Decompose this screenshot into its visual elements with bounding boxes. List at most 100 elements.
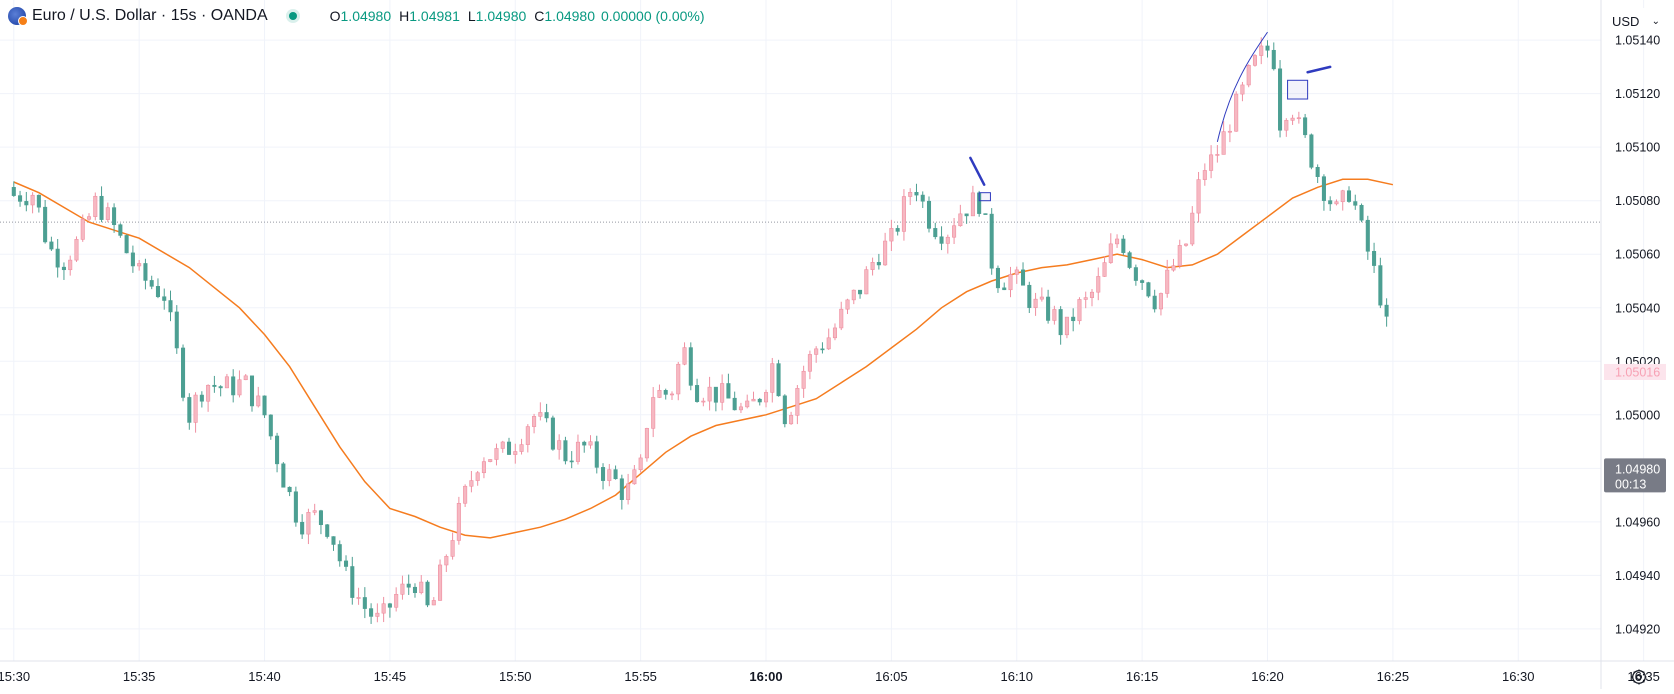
trend-line-drawing[interactable]	[1306, 65, 1332, 74]
low-value: 1.04980	[475, 8, 527, 24]
candle-down	[1265, 40, 1270, 58]
candle-body	[1221, 131, 1226, 155]
candle-body	[851, 289, 856, 301]
candle-body	[845, 299, 850, 310]
candle-down	[613, 465, 618, 480]
candle-body	[268, 414, 273, 437]
market-status-icon[interactable]	[285, 9, 300, 23]
currency-selector[interactable]: USD ⌄	[1606, 8, 1666, 34]
candle-body	[1021, 269, 1026, 286]
candle-body	[36, 194, 41, 208]
candle-body	[318, 510, 323, 526]
gear-icon	[1631, 669, 1647, 685]
trend-line-drawing[interactable]	[969, 156, 986, 186]
candle-body	[1089, 291, 1095, 298]
candle-body	[870, 262, 875, 270]
candle-body	[1259, 45, 1264, 56]
candle-body	[43, 206, 48, 243]
candle-body	[187, 397, 192, 423]
candle-body	[1096, 276, 1101, 293]
candle-body	[1039, 296, 1044, 300]
symbol-title[interactable]: Euro / U.S. Dollar · 15s · OANDA	[32, 7, 268, 24]
candle-up	[1052, 305, 1057, 325]
candle-down	[550, 415, 555, 451]
candle-up	[30, 192, 35, 214]
candle-body	[212, 384, 217, 387]
candle-body	[1083, 297, 1088, 300]
candle-body	[644, 428, 649, 459]
candle-up	[431, 597, 436, 606]
candle-body	[30, 194, 35, 206]
time-tick-label: 16:10	[1000, 669, 1033, 684]
rectangle-drawing[interactable]	[1287, 79, 1309, 100]
candle-down	[601, 463, 606, 490]
candle-up	[676, 361, 681, 401]
candle-up	[1183, 243, 1189, 247]
candle-up	[883, 232, 888, 266]
candle-up	[669, 391, 675, 400]
candle-body	[262, 395, 267, 416]
candle-down	[619, 474, 624, 510]
candle-body	[1183, 243, 1189, 246]
candle-body	[826, 337, 831, 350]
chart-settings-button[interactable]	[1628, 666, 1650, 688]
candle-body	[1146, 282, 1151, 297]
candle-body	[1196, 179, 1201, 214]
candle-up	[657, 384, 662, 399]
brush-drawing[interactable]	[1216, 31, 1268, 142]
candle-down	[369, 603, 374, 624]
candle-up	[1334, 199, 1339, 206]
candle-down	[1384, 298, 1389, 327]
candle-body	[1227, 130, 1232, 133]
candle-up	[86, 213, 92, 221]
candle-body	[776, 363, 781, 397]
candle-up	[901, 189, 906, 241]
candle-up	[525, 424, 530, 453]
candle-down	[36, 194, 41, 213]
candle-body	[883, 240, 888, 266]
candle-up	[1240, 81, 1245, 102]
candle-down	[249, 375, 255, 412]
rectangle-drawing[interactable]	[978, 192, 991, 202]
candle-up	[1102, 256, 1107, 277]
candle-down	[1353, 194, 1358, 210]
candle-body	[243, 375, 248, 381]
moving-average-line	[13, 178, 1394, 539]
candle-up	[870, 257, 875, 276]
currency-label: USD	[1612, 13, 1640, 29]
candle-up	[832, 323, 838, 341]
candle-body	[1353, 201, 1358, 206]
candle-up	[93, 192, 98, 221]
candles	[11, 37, 1389, 624]
candle-body	[1265, 45, 1270, 51]
time-tick-label: 15:55	[624, 669, 657, 684]
candle-up	[626, 473, 631, 505]
candle-body	[300, 521, 305, 535]
countdown-label: 00:13	[1615, 477, 1646, 491]
candle-up	[1196, 171, 1201, 223]
time-tick-label: 15:50	[499, 669, 532, 684]
price-tick-label: 1.05060	[1615, 248, 1660, 262]
candle-body	[995, 267, 1000, 289]
candle-body	[481, 461, 486, 474]
candle-up	[845, 298, 850, 315]
candle-body	[1372, 250, 1377, 266]
candle-body	[663, 390, 668, 395]
candle-body	[18, 195, 23, 202]
candle-body	[908, 192, 913, 197]
candle-up	[751, 391, 756, 402]
candle-up	[488, 459, 493, 463]
candle-body	[519, 444, 524, 452]
candle-up	[444, 554, 449, 573]
candle-down	[350, 556, 355, 605]
candle-body	[1278, 68, 1283, 131]
last-price-label: 1.04980	[1615, 462, 1660, 476]
candle-body	[375, 612, 380, 617]
price-tick-label: 1.04920	[1615, 622, 1660, 636]
candle-up	[1008, 266, 1013, 298]
candle-body	[745, 400, 750, 408]
candle-body	[713, 386, 718, 403]
candle-body	[1359, 204, 1364, 221]
